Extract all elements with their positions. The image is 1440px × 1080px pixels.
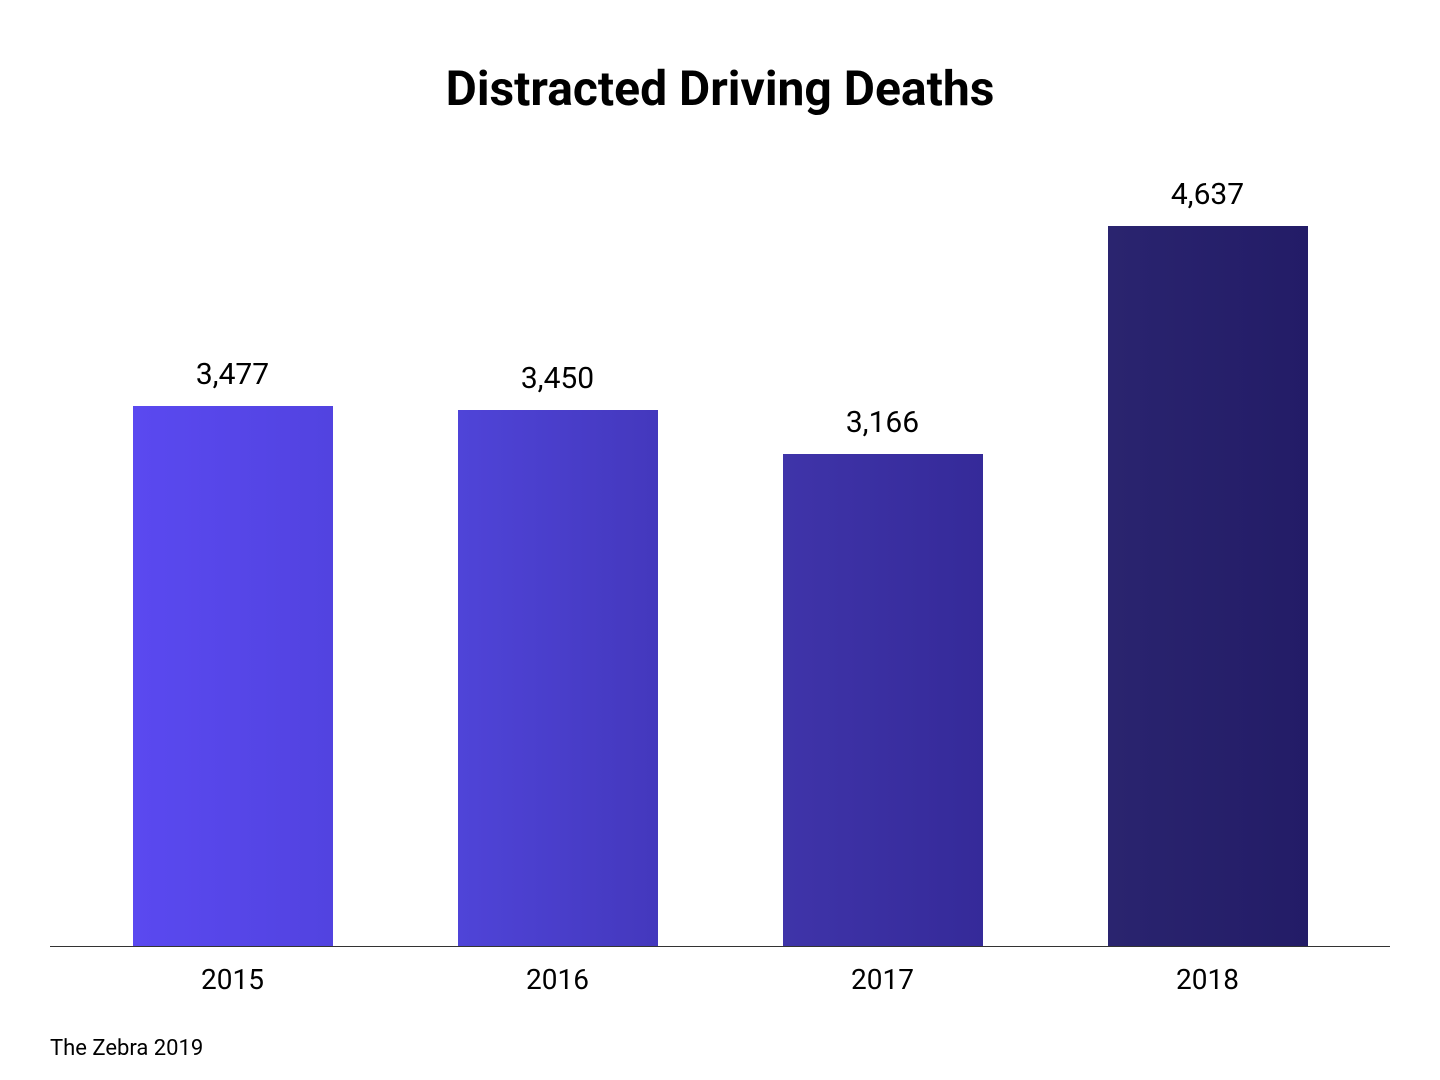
x-axis-label: 2017 [720, 963, 1045, 996]
x-axis-label: 2015 [70, 963, 395, 996]
chart-title: Distracted Driving Deaths [50, 60, 1390, 117]
bar-value-label: 3,450 [521, 361, 594, 396]
bar-group: 3,450 [395, 177, 720, 946]
bar-value-label: 3,477 [196, 357, 269, 392]
chart-container: Distracted Driving Deaths 3,477 3,450 3,16… [0, 0, 1440, 1080]
source-label: The Zebra 2019 [50, 1036, 1390, 1061]
bar [458, 410, 658, 946]
bar-value-label: 3,166 [846, 405, 919, 440]
x-axis-label: 2016 [395, 963, 720, 996]
x-axis-labels: 2015201620172018 [50, 947, 1390, 996]
bar [1108, 226, 1308, 946]
bar [133, 406, 333, 946]
bar [783, 454, 983, 946]
bar-value-label: 4,637 [1171, 177, 1244, 212]
bar-group: 3,477 [70, 177, 395, 946]
bars-container: 3,477 3,450 3,166 4,637 [50, 177, 1390, 947]
bar-group: 4,637 [1045, 177, 1370, 946]
chart-area: 3,477 3,450 3,166 4,637 2015201620172018 [50, 177, 1390, 996]
x-axis-label: 2018 [1045, 963, 1370, 996]
bar-group: 3,166 [720, 177, 1045, 946]
